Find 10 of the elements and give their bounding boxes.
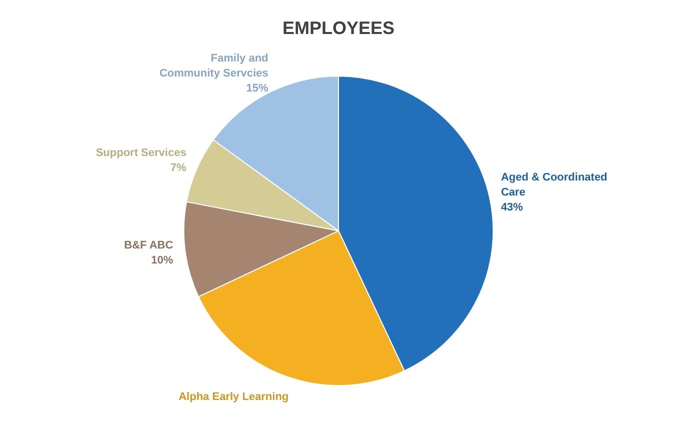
slice-label: Support Services (96, 147, 186, 160)
slice-label: Aged & Coordinated Care (500, 171, 608, 198)
slice-label: Family and Community Servcies (159, 52, 268, 80)
data-label: 10% (151, 254, 174, 266)
slice-label: Alpha Early Learning (178, 391, 289, 404)
data-label: 43% (500, 201, 524, 214)
chart-title: EMPLOYEES (282, 18, 395, 38)
slice-label: B&F ABC (124, 239, 174, 252)
data-label: 15% (246, 82, 268, 94)
data-label: 7% (170, 162, 187, 174)
